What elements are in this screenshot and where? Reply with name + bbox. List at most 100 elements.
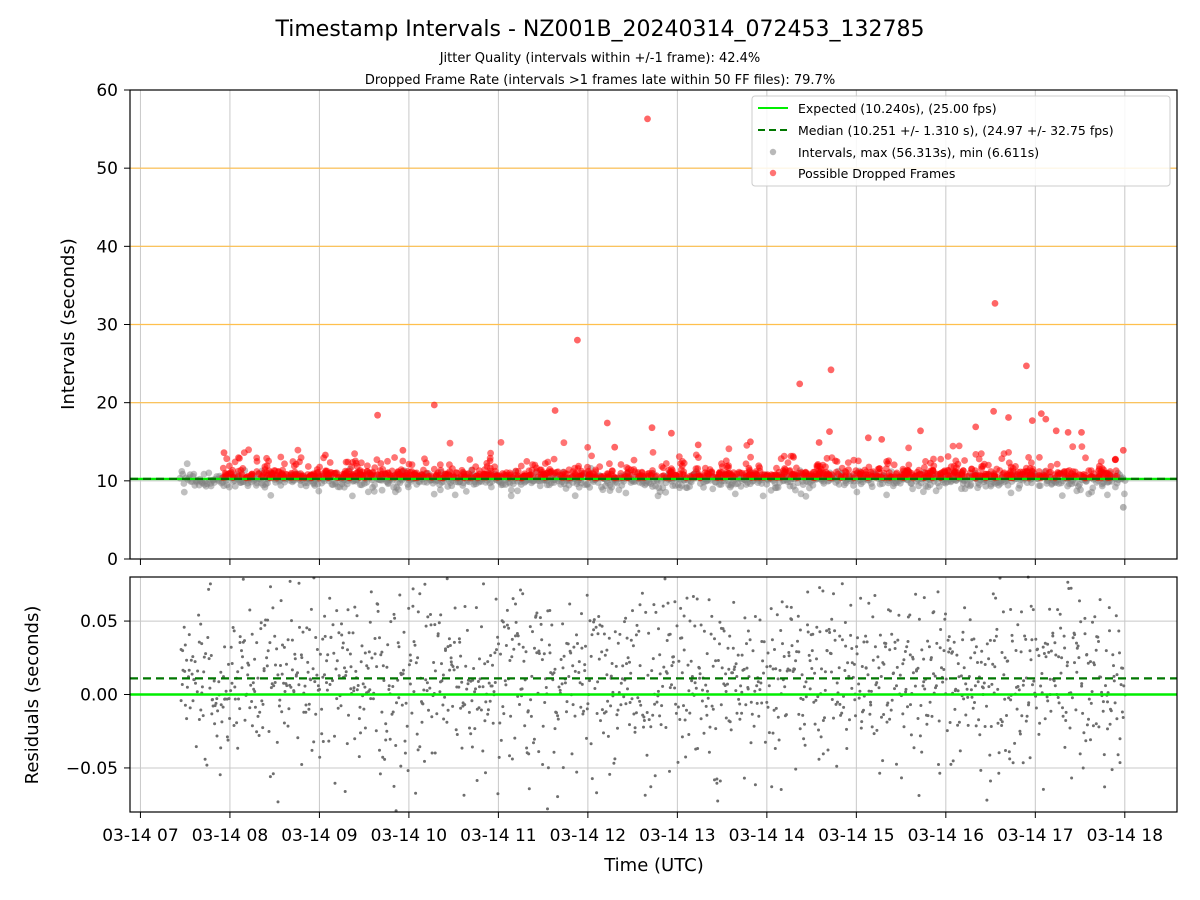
residual-point [663,577,667,581]
residual-point [532,741,535,745]
residual-point [726,682,729,686]
interval-point [1058,492,1066,499]
residual-point [634,633,638,637]
residual-point [381,664,385,668]
dropped-point [844,459,852,466]
residual-point [988,638,992,642]
residual-point [1052,679,1056,683]
residual-point [737,697,741,701]
residual-point [347,631,351,635]
residual-point [451,665,455,668]
residual-point [618,632,622,636]
residual-point [187,633,191,637]
residual-point [888,609,892,613]
residual-point [288,579,292,583]
residual-point [778,668,782,672]
residual-point [1054,653,1058,657]
dropped-point [617,461,625,468]
residual-point [404,701,408,705]
residual-point [329,635,333,639]
residual-point [889,708,893,712]
residual-point [677,659,681,663]
dropped-point [927,467,934,475]
residual-point [612,761,616,765]
residual-point [400,703,404,707]
residual-point [441,703,445,707]
residual-point [266,649,270,653]
residual-point [947,650,951,654]
residual-point [502,625,506,629]
residual-point [223,645,227,649]
residual-point [321,740,325,743]
residual-point [1064,710,1068,714]
legend-box [751,95,1171,187]
residual-point [584,644,587,648]
residual-point [299,653,303,657]
residual-point [418,745,422,749]
residual-point [974,645,978,649]
dropped-point [607,470,615,478]
residual-point [948,721,952,724]
residual-point [1094,722,1098,726]
residual-point [783,685,787,689]
residual-point [850,647,854,650]
residual-point [952,640,956,644]
residual-point [845,747,849,750]
residual-point [828,631,832,634]
bottom-ytick-label-0: −0.05 [66,759,118,779]
dropped-point [1047,468,1054,476]
residual-point [561,766,565,770]
residual-point [183,643,187,647]
residual-point [885,720,889,724]
residual-point [848,718,851,722]
residual-point [825,649,829,653]
residual-point [544,686,548,689]
interval-point [231,482,239,490]
residual-point [983,725,987,728]
dropped-point [264,471,272,479]
residual-point [583,669,587,673]
residual-point [1117,629,1121,633]
residual-point [373,637,377,640]
residual-point [697,666,701,670]
dropped-point [667,468,674,475]
residual-point [909,703,912,707]
residual-point [420,720,424,724]
residual-point [939,628,943,631]
dropped-point [972,451,980,458]
residual-point [525,746,529,750]
residual-point [1075,646,1079,650]
residual-point [942,668,946,671]
residual-point [742,667,746,671]
residual-point [445,577,449,581]
residual-point [486,660,490,664]
residual-point [273,634,277,638]
residual-point [709,632,713,636]
legend-intervals-swatch [769,148,777,156]
residual-point [266,618,270,622]
residual-point [595,712,599,715]
residual-point [541,724,545,728]
residual-point [253,657,257,661]
residual-point [197,640,201,644]
residual-point [1059,671,1063,675]
residual-point [390,712,394,716]
residual-point [589,742,593,746]
residual-point [517,642,521,646]
residual-point [465,628,469,632]
residual-point [414,791,418,795]
interval-point [868,483,876,491]
residual-point [496,635,500,639]
residual-point [594,625,598,629]
dropped-point [949,442,957,450]
residual-point [962,666,966,670]
residual-point [573,714,577,718]
residual-point [513,736,517,740]
residual-point [716,659,720,662]
residual-point [633,730,637,734]
residual-point [878,771,882,775]
residual-point [556,717,560,721]
residual-point [797,650,801,654]
residual-point [451,704,455,708]
residual-point [789,605,793,609]
